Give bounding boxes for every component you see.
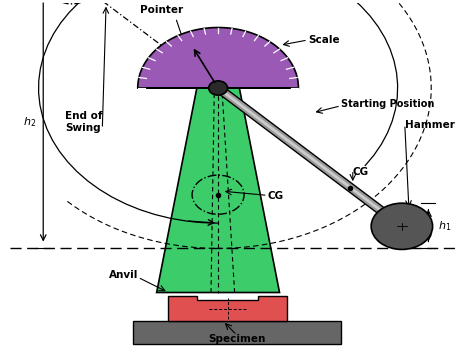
FancyBboxPatch shape	[133, 321, 341, 344]
Text: Scale: Scale	[308, 35, 339, 45]
Polygon shape	[168, 296, 287, 321]
Text: $h_2$: $h_2$	[23, 115, 36, 129]
Text: Anvil: Anvil	[109, 270, 138, 280]
Circle shape	[209, 81, 228, 95]
Text: Specimen: Specimen	[208, 334, 266, 344]
Text: CG: CG	[268, 191, 284, 201]
Polygon shape	[138, 28, 299, 88]
Polygon shape	[156, 88, 280, 293]
Text: Pointer: Pointer	[140, 5, 183, 15]
Text: $h_1$: $h_1$	[438, 219, 451, 233]
Circle shape	[371, 203, 433, 250]
Text: Starting Position: Starting Position	[341, 99, 434, 109]
Text: CG: CG	[353, 167, 369, 177]
Text: End of
Swing: End of Swing	[64, 111, 102, 132]
Text: Hammer: Hammer	[405, 120, 455, 130]
